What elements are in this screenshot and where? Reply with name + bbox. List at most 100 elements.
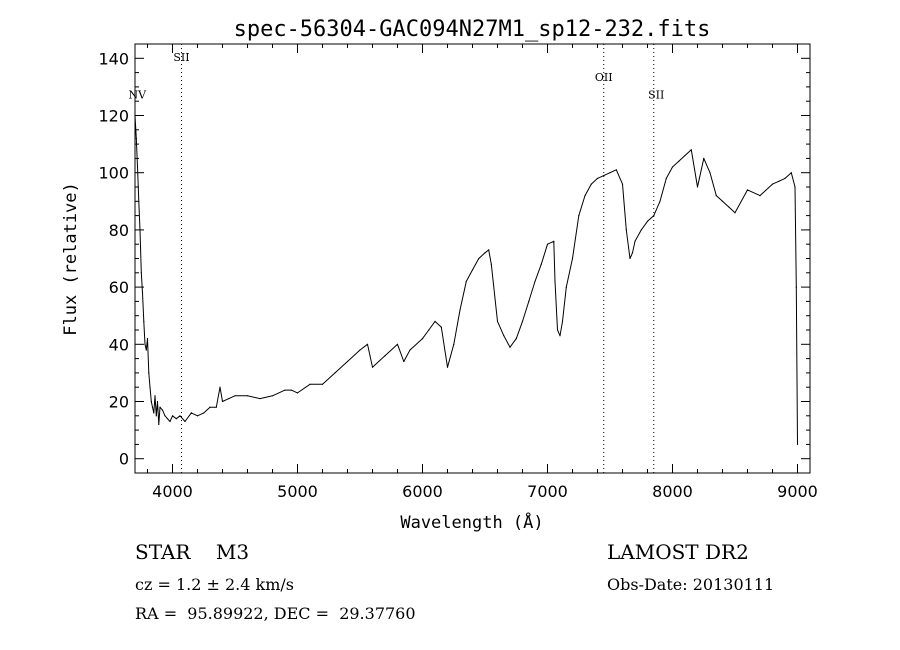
spectrum-point	[465, 280, 467, 282]
spectrum-point	[366, 343, 369, 345]
spectrum-point	[175, 418, 177, 420]
spectrum-point	[228, 398, 230, 400]
spectrum-point	[653, 215, 655, 217]
spectrum-point	[369, 355, 371, 357]
spectrum-point	[371, 366, 374, 368]
spectrum-point	[158, 423, 160, 425]
y-axis-label: Flux (relative)	[61, 182, 81, 336]
spectrum-point	[166, 418, 169, 420]
spectrum-point	[795, 286, 797, 288]
line-annotations: NV SII OII SII	[128, 44, 664, 473]
spectrum-point	[290, 389, 292, 391]
spectrum-point	[671, 166, 674, 168]
plot-frame	[134, 43, 811, 474]
spectrum-point	[296, 392, 299, 394]
x-tick-label: 8000	[652, 482, 693, 501]
spectrum-point	[484, 252, 486, 254]
spectrum-point	[145, 349, 147, 351]
spectrum-point	[596, 177, 599, 179]
spectrum-point	[190, 412, 192, 414]
series-group	[134, 114, 799, 445]
spectrum-point	[515, 338, 517, 340]
spectrum-point	[771, 183, 774, 185]
spectrum-point	[149, 386, 151, 388]
y-tick-label: 20	[109, 393, 129, 412]
spectrum-point	[215, 406, 217, 408]
object-class: STAR M3	[135, 540, 250, 564]
spectrum-point	[136, 166, 139, 168]
spectrum-point	[734, 212, 736, 214]
spectrum-point	[578, 215, 580, 217]
spectrum-point	[141, 292, 144, 294]
spectrum-point	[634, 240, 636, 242]
spectrum-point	[196, 415, 199, 417]
spectrum-point	[135, 137, 137, 139]
spectrum-point	[696, 186, 699, 188]
spectrum-point	[778, 180, 780, 182]
spectrum-point	[629, 257, 631, 260]
spectrum-point	[509, 346, 511, 348]
x-tick-label: 4000	[152, 482, 193, 501]
spectrum-point	[459, 309, 461, 311]
spectrum-point	[590, 183, 592, 185]
spectrum-point	[139, 229, 141, 231]
spectrum-point	[409, 349, 411, 351]
spectrum-point	[490, 263, 492, 265]
spectrum-point	[154, 395, 156, 397]
y-tick-label: 140	[98, 49, 129, 68]
spectrum-point	[554, 280, 556, 282]
spectrum-point	[561, 320, 564, 322]
spectrum-point	[138, 200, 140, 202]
spectrum-point	[161, 409, 164, 411]
spectrum-point	[721, 200, 724, 202]
spectrum-point	[156, 400, 159, 403]
spectrum-point	[148, 372, 150, 374]
spectral-line-label: SII	[173, 51, 189, 64]
spectrum-point	[403, 360, 405, 363]
spectrum-point	[690, 149, 692, 151]
spectrum-point	[203, 412, 205, 414]
spectrum-point	[179, 415, 181, 417]
spectrum-point	[321, 383, 324, 385]
x-tick-label: 6000	[402, 482, 443, 501]
spectrum-point	[221, 400, 224, 403]
spectrum-point	[150, 400, 152, 403]
spectrum-point	[421, 338, 424, 340]
y-tick-label: 0	[119, 450, 129, 469]
spectrum-point	[184, 420, 186, 423]
spectrum-point	[503, 335, 505, 337]
spectrum-point	[209, 406, 211, 408]
spectrum-point	[709, 172, 711, 174]
spectrum-point	[453, 343, 455, 345]
spectral-line-label: NV	[128, 88, 147, 101]
spectrum-point	[153, 412, 155, 414]
spectrum-point	[434, 320, 436, 322]
spectrum-point	[715, 195, 717, 197]
redshift-cz: cz = 1.2 ± 2.4 km/s	[135, 575, 294, 594]
spectrum-point	[659, 200, 661, 202]
spectrum-point	[625, 229, 627, 231]
spectrum-point	[309, 383, 311, 385]
y-tick-label: 40	[109, 335, 129, 354]
x-tick-label: 9000	[777, 482, 818, 501]
spectrum-point	[284, 389, 286, 391]
spectrum-point	[496, 320, 499, 322]
spectrum-point	[140, 272, 142, 274]
spectrum-point	[521, 320, 524, 322]
spectrum-point	[603, 175, 605, 177]
spectrum-point	[678, 160, 680, 162]
spectrum-point	[471, 269, 474, 271]
spectrum-point	[728, 206, 730, 208]
spectrum-point	[169, 420, 171, 423]
spectrum-point	[615, 169, 617, 171]
spectrum-point	[334, 372, 336, 374]
y-tick-label: 60	[109, 278, 129, 297]
spectrum-point	[665, 177, 667, 179]
spectrum-point	[684, 154, 686, 157]
spectrum-point	[640, 229, 642, 231]
observation-date: Obs-Date: 20130111	[607, 575, 775, 594]
plot-axes: 4000 5000 6000 7000 8000 9000 0 20 40 60 80 100 120 1…	[98, 43, 818, 501]
spectrum-point	[540, 263, 542, 265]
spectrum-point	[359, 349, 361, 351]
